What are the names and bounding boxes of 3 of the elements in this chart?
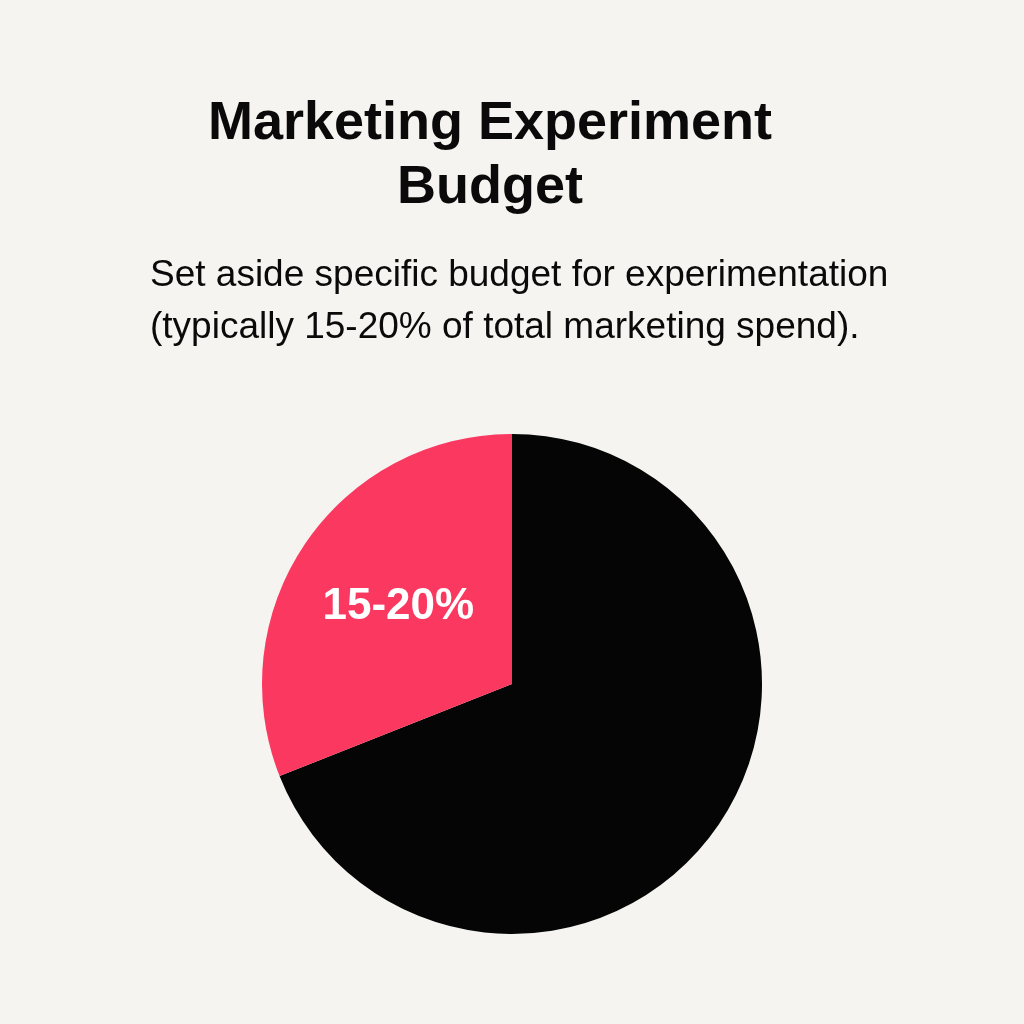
chart-title: Marketing Experiment Budget <box>206 89 774 216</box>
text: 15-20% <box>322 578 475 628</box>
chart-subtitle: Set aside specific budget for experimentation (typically 15-20% of total marketing spend). <box>150 252 890 348</box>
